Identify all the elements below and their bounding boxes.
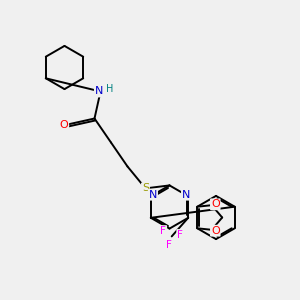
Text: O: O — [59, 119, 68, 130]
Text: N: N — [182, 190, 190, 200]
Text: F: F — [167, 240, 172, 250]
Text: F: F — [177, 230, 183, 240]
Text: O: O — [211, 199, 220, 209]
Text: F: F — [160, 226, 166, 236]
Text: O: O — [211, 226, 220, 236]
Text: H: H — [106, 83, 114, 94]
Text: N: N — [95, 86, 103, 97]
Text: N: N — [149, 190, 157, 200]
Text: S: S — [142, 183, 149, 194]
